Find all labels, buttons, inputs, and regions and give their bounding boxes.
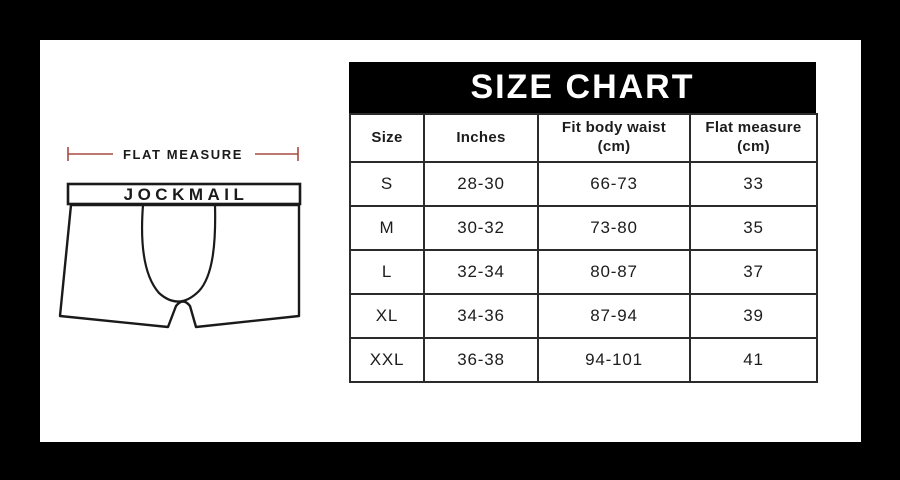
cell-inches: 34-36 bbox=[423, 293, 539, 339]
col-header-size: Size bbox=[349, 113, 425, 163]
col-header-flat-measure: Flat measure (cm) bbox=[689, 113, 818, 163]
cell-fit-body-waist: 66-73 bbox=[537, 161, 691, 207]
table-row-l: L 32-34 80-87 37 bbox=[349, 249, 818, 295]
col-header-size-label: Size bbox=[371, 128, 403, 146]
cell-fit-body-waist: 80-87 bbox=[537, 249, 691, 295]
cell-inches: 32-34 bbox=[423, 249, 539, 295]
cell-flat-measure: 33 bbox=[689, 161, 818, 207]
cell-flat-measure: 35 bbox=[689, 205, 818, 251]
measure-dimension-line-icon bbox=[67, 147, 299, 161]
col-header-fit-body-waist-label: Fit body waist bbox=[561, 119, 667, 137]
cell-fit-body-waist: 73-80 bbox=[537, 205, 691, 251]
table-row-m: M 30-32 73-80 35 bbox=[349, 205, 818, 251]
cell-size: XXL bbox=[349, 337, 425, 383]
boxer-trunk-diagram: FLAT MEASURE JOCKMAIL bbox=[58, 147, 302, 329]
cell-fit-body-waist: 94-101 bbox=[537, 337, 691, 383]
table-row-xxl: XXL 36-38 94-101 41 bbox=[349, 337, 818, 383]
cell-inches: 28-30 bbox=[423, 161, 539, 207]
brand-label: JOCKMAIL bbox=[124, 185, 249, 204]
content-canvas: FLAT MEASURE JOCKMAIL SIZE CHART Size bbox=[40, 40, 861, 442]
header-row: Size Inches Fit body waist (cm) Flat mea… bbox=[349, 113, 818, 163]
cell-inches: 36-38 bbox=[423, 337, 539, 383]
cell-flat-measure: 41 bbox=[689, 337, 818, 383]
trunk-body-outline bbox=[58, 203, 301, 329]
col-header-inches: Inches bbox=[423, 113, 539, 163]
cell-size: L bbox=[349, 249, 425, 295]
table-row-s: S 28-30 66-73 33 bbox=[349, 161, 818, 207]
flat-measure-label: FLAT MEASURE bbox=[123, 147, 243, 162]
cell-flat-measure: 37 bbox=[689, 249, 818, 295]
waistband bbox=[66, 182, 302, 206]
table-row-xl: XL 34-36 87-94 39 bbox=[349, 293, 818, 339]
cell-size: S bbox=[349, 161, 425, 207]
cell-size: XL bbox=[349, 293, 425, 339]
pouch-seam-line bbox=[140, 204, 217, 303]
cell-size: M bbox=[349, 205, 425, 251]
size-chart-title: SIZE CHART bbox=[349, 62, 816, 113]
cell-flat-measure: 39 bbox=[689, 293, 818, 339]
col-header-fit-body-waist-unit: (cm) bbox=[597, 138, 631, 155]
col-header-flat-measure-label: Flat measure bbox=[705, 119, 802, 137]
col-header-fit-body-waist: Fit body waist (cm) bbox=[537, 113, 691, 163]
size-chart-table: Size Inches Fit body waist (cm) Flat mea… bbox=[349, 113, 818, 383]
col-header-inches-label: Inches bbox=[456, 128, 506, 146]
cell-inches: 30-32 bbox=[423, 205, 539, 251]
cell-fit-body-waist: 87-94 bbox=[537, 293, 691, 339]
size-chart: SIZE CHART Size Inches Fit body waist (c… bbox=[349, 62, 818, 383]
col-header-flat-measure-unit: (cm) bbox=[737, 138, 770, 155]
